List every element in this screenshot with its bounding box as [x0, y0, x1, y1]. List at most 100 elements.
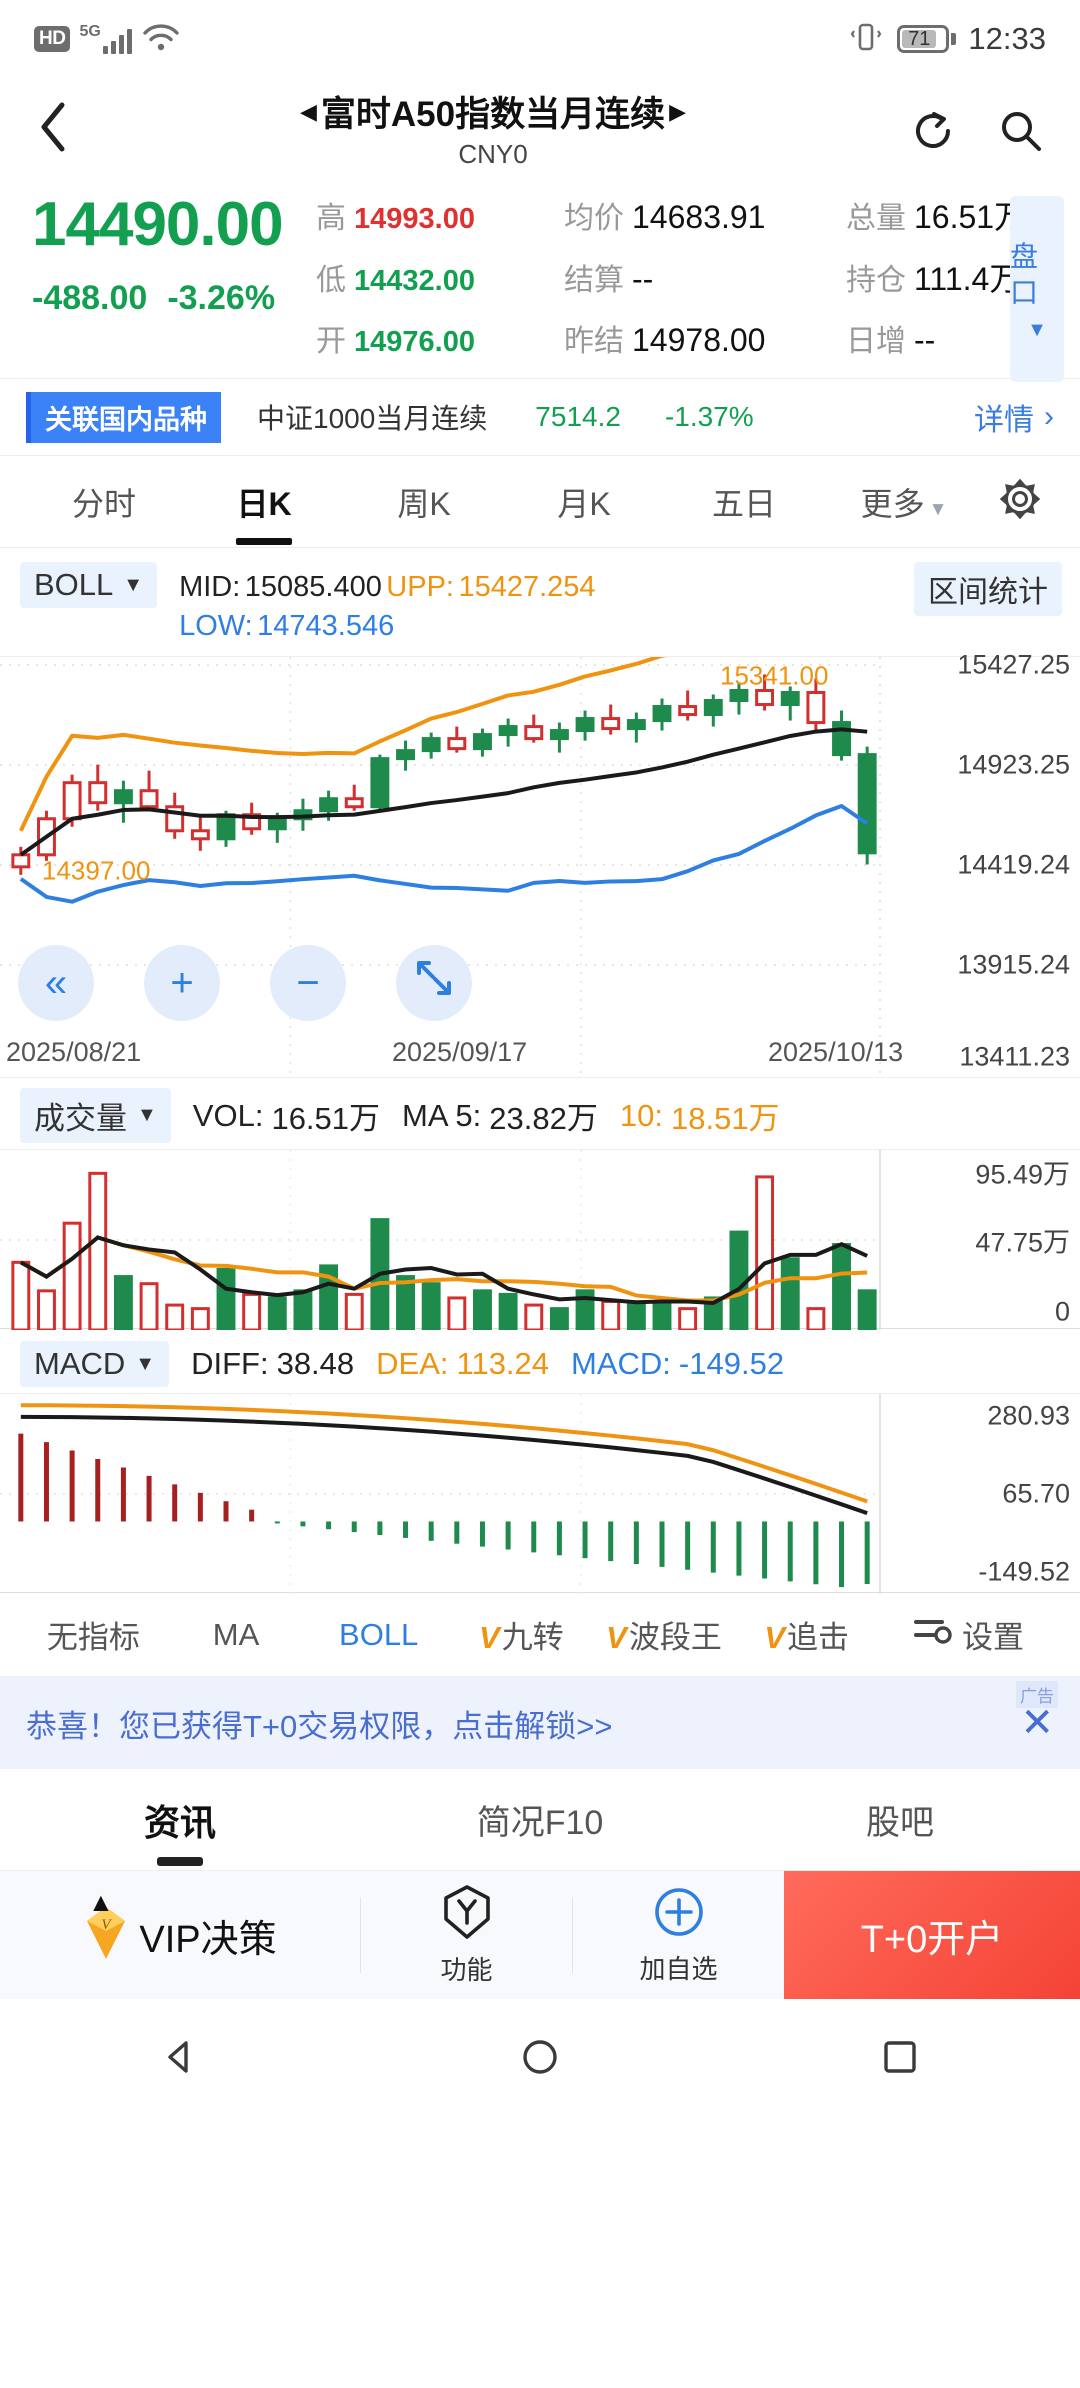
- macd-axis: 280.93 65.70 -149.52: [896, 1394, 1076, 1592]
- chart-settings-button[interactable]: [984, 476, 1056, 527]
- boll-upp-label: UPP:: [386, 571, 454, 603]
- boll-values: MID: 15085.400 UPP: 15427.254 LOW: 14743…: [179, 562, 595, 646]
- search-icon[interactable]: [996, 106, 1044, 154]
- indicator-selector-row: 无指标 MA BOLL V九转 V波段王 V追击 设置: [0, 1593, 1080, 1678]
- indicator-label: 追击: [787, 1620, 850, 1656]
- boll-low-value: 14743.546: [257, 610, 395, 643]
- related-name: 中证1000当月连续: [257, 403, 488, 434]
- tab-f10[interactable]: 简况F10: [476, 1804, 604, 1843]
- function-button[interactable]: 功能: [361, 1871, 572, 1999]
- back-button[interactable]: [36, 101, 96, 160]
- related-detail-link[interactable]: 详情 ›: [974, 395, 1054, 439]
- volume-tick: 47.75万: [975, 1227, 1070, 1258]
- related-product-bar[interactable]: 关联国内品种 中证1000当月连续 7514.2 -1.37% 详情 ›: [0, 378, 1080, 456]
- battery-level: 71: [902, 28, 937, 50]
- tab-timeline[interactable]: 分时: [71, 485, 136, 522]
- zoom-in-button[interactable]: +: [144, 945, 220, 1022]
- vip-mark: V: [606, 1620, 627, 1656]
- price-chart[interactable]: 14397.00 15341.00 15427.25 14923.25 14419…: [0, 638, 1080, 1080]
- vip-mark: V: [764, 1620, 786, 1656]
- macd-label: MACD: [34, 1346, 126, 1382]
- indicator-ma[interactable]: MA: [212, 1616, 260, 1652]
- tab-more[interactable]: 更多 ▼: [824, 479, 984, 525]
- price-change-row: -488.00 -3.26%: [32, 279, 316, 318]
- indicator-boduanwang[interactable]: V波段王: [593, 1612, 736, 1657]
- vip-strategy-button[interactable]: ▲ V VIP决策: [0, 1871, 360, 1999]
- app-header: ◀ 富时A50指数当月连续 ▶ CNY0: [0, 78, 1080, 182]
- indicator-boll[interactable]: BOLL: [339, 1616, 419, 1652]
- macd-selector[interactable]: MACD ▼: [20, 1341, 170, 1388]
- macd-value-label: MACD:: [571, 1346, 671, 1382]
- tab-five-day[interactable]: 五日: [711, 485, 776, 522]
- boll-low-label: LOW:: [179, 610, 253, 643]
- macd-chart[interactable]: 280.93 65.70 -149.52: [0, 1393, 1080, 1595]
- price-tick: 14419.24: [957, 849, 1070, 880]
- next-instrument-arrow[interactable]: ▶: [669, 98, 687, 124]
- quote-row: 低 14432.00 结算 -- 持仓 111.4万: [316, 254, 1056, 316]
- diff-label: DIFF:: [191, 1346, 269, 1382]
- open-account-cta[interactable]: T+0开户: [784, 1871, 1080, 2000]
- watchlist-label: 加自选: [639, 1954, 718, 1985]
- stat-label: 开: [316, 325, 346, 358]
- quote-primary: 14490.00 -488.00 -3.26%: [24, 192, 316, 378]
- status-bar: HD 5G 71 12:33: [0, 0, 1080, 78]
- stat-value-avg: 14683.91: [632, 199, 766, 235]
- tab-monthly-k[interactable]: 月K: [557, 485, 611, 522]
- signal-bars-icon: [102, 28, 132, 54]
- vibrate-icon: [847, 20, 885, 59]
- indicator-zhuiji[interactable]: V追击: [735, 1612, 878, 1657]
- header-actions: [908, 106, 1044, 154]
- date-tick: 2025/10/13: [768, 1037, 904, 1068]
- price-change-pct: -3.26%: [167, 279, 276, 318]
- quote-row: 开 14976.00 昨结 14978.00 日增 --: [316, 316, 1056, 378]
- related-price: 7514.2: [535, 401, 621, 432]
- tab-forum[interactable]: 股吧: [866, 1804, 934, 1843]
- zoom-out-button[interactable]: −: [270, 945, 346, 1022]
- indicator-none[interactable]: 无指标: [46, 1620, 140, 1656]
- date-axis: 2025/08/21 2025/09/17 2025/10/13: [0, 1037, 1080, 1075]
- rewind-button[interactable]: «: [18, 945, 94, 1022]
- tab-daily-k[interactable]: 日K: [184, 479, 344, 525]
- volume-selector[interactable]: 成交量 ▼: [20, 1088, 171, 1144]
- circle-home-icon[interactable]: [518, 2035, 562, 2084]
- close-icon[interactable]: ✕: [1020, 1701, 1054, 1746]
- indicator-jiuzhuan[interactable]: V九转: [450, 1612, 593, 1657]
- vip-mark: V: [479, 1620, 500, 1656]
- square-recents-icon[interactable]: [878, 2035, 922, 2084]
- fullscreen-button[interactable]: [396, 945, 472, 1022]
- range-stats-button[interactable]: 区间统计: [914, 562, 1062, 616]
- ad-banner[interactable]: 恭喜！您已获得T+0交易权限，点击解锁>> 广告 ✕: [0, 1677, 1080, 1770]
- stat-value-open: 14976.00: [354, 326, 475, 358]
- add-watchlist-button[interactable]: 加自选: [573, 1871, 784, 1999]
- related-change-pct: -1.37%: [664, 401, 754, 432]
- boll-selector[interactable]: BOLL ▼: [20, 562, 158, 608]
- chevron-down-icon: ▼: [1027, 319, 1047, 342]
- ad-text: 恭喜！您已获得T+0交易权限，点击解锁>>: [26, 1708, 613, 1744]
- boll-mid-value: 15085.400: [244, 571, 382, 603]
- candlestick-svg: 14397.00 15341.00: [0, 638, 881, 1080]
- volume-chart[interactable]: 95.49万 47.75万 0: [0, 1149, 1080, 1332]
- indicator-settings-button[interactable]: 设置: [878, 1612, 1058, 1657]
- price-tick: 14923.25: [957, 749, 1070, 780]
- volume-axis: 95.49万 47.75万 0: [896, 1150, 1076, 1328]
- vip-diamond-icon: V: [83, 1905, 129, 1966]
- vol-value: 16.51万: [271, 1101, 381, 1137]
- order-book-toggle[interactable]: 盘口 ▼: [1010, 196, 1064, 382]
- shield-y-icon: [440, 1883, 494, 1946]
- stat-label: 结算: [564, 264, 624, 297]
- title-block: ◀ 富时A50指数当月连续 ▶ CNY0: [96, 86, 890, 170]
- plus-circle-icon: [651, 1884, 707, 1945]
- sliders-icon: [912, 1613, 954, 1657]
- tab-weekly-k[interactable]: 周K: [397, 485, 451, 522]
- detail-label: 详情: [974, 404, 1034, 437]
- dea-value: 113.24: [456, 1346, 550, 1382]
- tab-news[interactable]: 资讯: [0, 1794, 360, 1846]
- page-title[interactable]: 富时A50指数当月连续: [320, 95, 666, 134]
- caret-up-icon: ▲: [88, 1887, 114, 1918]
- refresh-icon[interactable]: [908, 106, 956, 154]
- function-label: 功能: [440, 1955, 493, 1986]
- triangle-back-icon[interactable]: [158, 2035, 202, 2084]
- wifi-icon: [141, 22, 181, 57]
- prev-instrument-arrow[interactable]: ◀: [299, 98, 317, 124]
